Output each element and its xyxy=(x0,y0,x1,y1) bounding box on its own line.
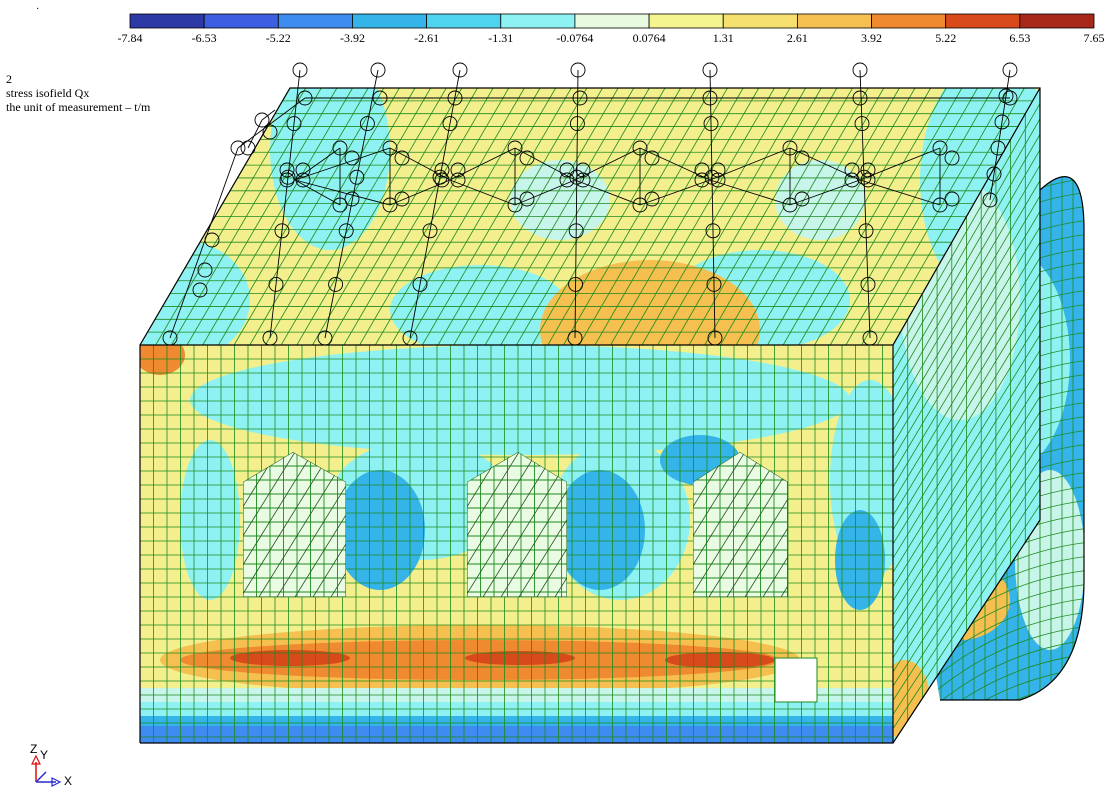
unit-note: the unit of measurement – t/m xyxy=(6,100,151,114)
roof-truss-members xyxy=(162,62,1018,346)
legend-tick-label: -3.92 xyxy=(340,31,365,45)
legend-swatch xyxy=(871,13,947,29)
legend-swatch xyxy=(500,13,576,29)
legend-swatch xyxy=(574,13,650,29)
legend-tick-label: -2.61 xyxy=(414,31,439,45)
window-opening xyxy=(467,452,567,597)
axis-y-label: Y xyxy=(40,748,49,762)
legend-swatch xyxy=(945,13,1021,29)
model-edges xyxy=(139,87,1085,744)
floor-opening xyxy=(774,657,818,703)
legend-swatch xyxy=(352,13,428,29)
legend-tick-label: 3.92 xyxy=(861,31,882,45)
legend-tick-label: -6.53 xyxy=(192,31,217,45)
legend-tick-label: -0.0764 xyxy=(556,31,593,45)
corner-dot: · xyxy=(36,4,40,15)
legend-swatch xyxy=(722,13,798,29)
view-info: 2 stress isofield Qx the unit of measure… xyxy=(6,72,150,114)
legend-swatch xyxy=(796,13,872,29)
axis-triad: Z Y X xyxy=(22,742,82,792)
legend-tick-label: 2.61 xyxy=(787,31,808,45)
front-wall xyxy=(140,345,893,743)
legend-swatch xyxy=(129,13,205,29)
axis-z-label: Z xyxy=(30,742,38,756)
legend-swatch xyxy=(203,13,279,29)
legend-swatch xyxy=(1019,13,1095,29)
legend-swatch xyxy=(648,13,724,29)
legend-swatch xyxy=(426,13,502,29)
right-wall xyxy=(893,88,1040,743)
color-scale-legend: -7.84 -6.53 -5.22 -3.92 -2.61 -1.31 -0.0764 0.0… xyxy=(118,13,1105,45)
legend-swatch xyxy=(277,13,353,29)
legend-tick-label: -1.31 xyxy=(488,31,513,45)
legend-tick-label: 7.65 xyxy=(1084,31,1105,45)
legend-tick-label: -5.22 xyxy=(266,31,291,45)
window-opening xyxy=(693,452,788,597)
legend-tick-label: -7.84 xyxy=(118,31,143,45)
axis-triad-icon xyxy=(31,754,62,787)
axis-x-label: X xyxy=(64,774,73,788)
legend-tick-label: 1.31 xyxy=(713,31,734,45)
isofield-title: stress isofield Qx xyxy=(6,86,90,100)
legend-tick-label: 6.53 xyxy=(1009,31,1030,45)
load-case-number: 2 xyxy=(6,72,12,86)
legend-tick-label: 0.0764 xyxy=(633,31,666,45)
legend-tick-label: 5.22 xyxy=(935,31,956,45)
